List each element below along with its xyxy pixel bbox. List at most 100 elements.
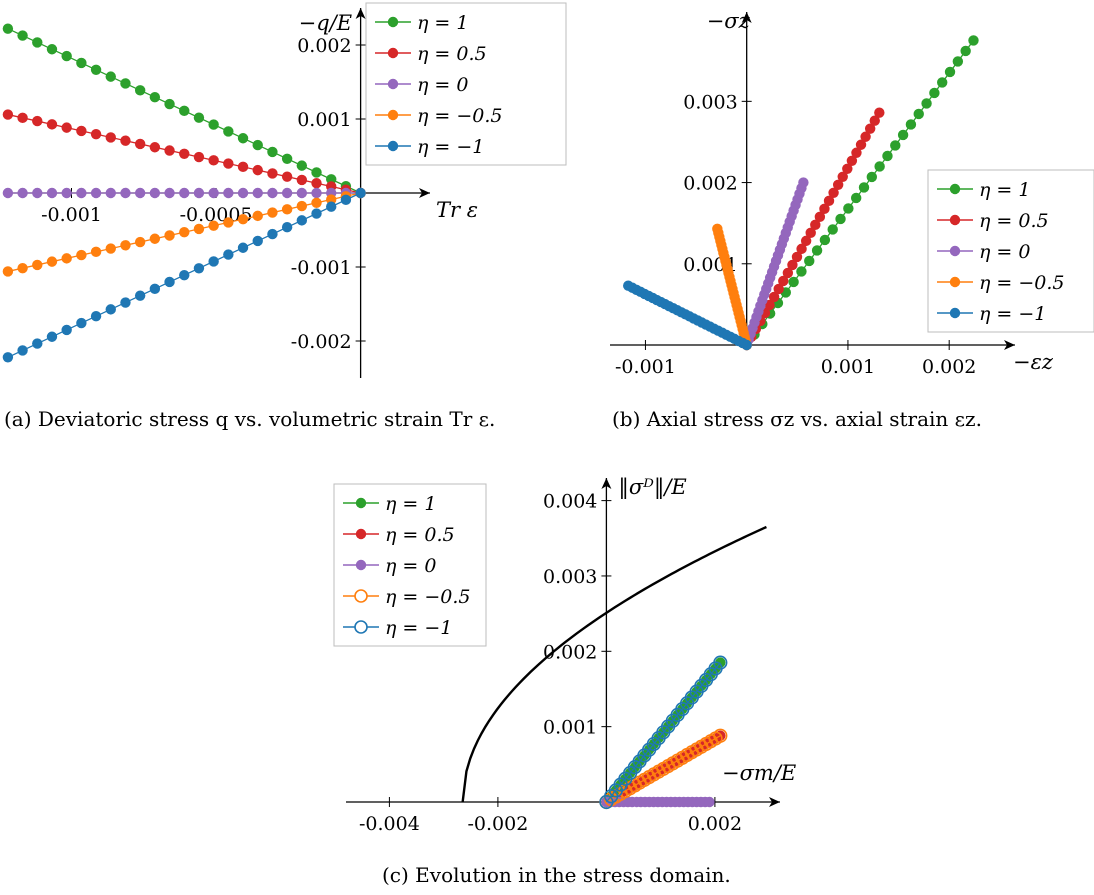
legend-label: η = 1 xyxy=(417,12,468,34)
data-point xyxy=(810,219,821,231)
data-point xyxy=(90,246,102,258)
data-point xyxy=(778,275,789,287)
data-point xyxy=(798,177,809,188)
data-point xyxy=(326,174,337,185)
data-point xyxy=(2,109,14,120)
data-point xyxy=(237,187,249,199)
data-point xyxy=(864,123,876,134)
data-point xyxy=(46,44,58,55)
data-point xyxy=(791,251,803,263)
data-point xyxy=(814,211,826,223)
data-point xyxy=(281,171,293,182)
data-point xyxy=(179,187,190,199)
data-point xyxy=(76,187,87,199)
data-point xyxy=(713,655,728,670)
series-eta_0.5 xyxy=(741,107,885,351)
x-axis-label: Tr ε xyxy=(436,198,478,222)
data-point xyxy=(46,256,58,267)
legend-label: η = −1 xyxy=(417,136,484,158)
data-point xyxy=(120,297,131,308)
legend-label: η = 0.5 xyxy=(979,210,1049,232)
data-point xyxy=(17,30,28,41)
data-point xyxy=(237,161,249,173)
y-tick-label: -0.001 xyxy=(291,257,352,279)
legend-label: η = −1 xyxy=(979,303,1046,325)
data-point xyxy=(105,243,116,254)
data-point xyxy=(76,57,87,69)
caption: (c) Evolution in the stress domain. xyxy=(382,863,731,887)
data-point xyxy=(32,259,43,271)
data-point xyxy=(237,242,249,253)
legend-swatch-marker xyxy=(354,589,368,603)
data-point xyxy=(311,167,322,178)
data-point xyxy=(788,276,799,288)
data-point xyxy=(890,140,901,151)
x-tick-label: -0.004 xyxy=(359,813,420,835)
data-point xyxy=(208,155,219,166)
data-point xyxy=(120,78,131,89)
data-point xyxy=(874,107,885,118)
data-point xyxy=(937,77,948,88)
legend: η = 1 η = 0.5 η = 0 η = −0.5 η = −1 xyxy=(333,483,487,647)
data-point xyxy=(828,187,839,199)
data-point xyxy=(164,276,175,288)
data-point xyxy=(46,331,58,342)
data-point xyxy=(326,194,337,205)
data-point xyxy=(105,132,116,143)
data-point xyxy=(164,187,175,199)
data-point xyxy=(843,203,854,214)
data-point xyxy=(17,262,28,274)
data-point xyxy=(46,187,58,199)
data-point xyxy=(311,197,322,209)
data-point xyxy=(827,224,838,235)
data-point xyxy=(105,187,116,199)
legend: η = 1 η = 0.5 η = 0 η = −0.5 η = −1 xyxy=(365,2,567,166)
data-point xyxy=(311,208,322,219)
y-tick-label: 0.002 xyxy=(683,173,737,195)
x-tick-label: -0.002 xyxy=(467,813,528,835)
legend-swatch-marker xyxy=(355,497,367,509)
data-point xyxy=(149,187,161,199)
y-tick-label: -0.002 xyxy=(291,331,352,353)
data-point xyxy=(76,249,87,261)
y-tick-label: 0.001 xyxy=(543,717,597,739)
data-point xyxy=(193,223,205,235)
legend-swatch-marker xyxy=(949,307,961,319)
data-point xyxy=(267,228,278,240)
data-point xyxy=(120,187,131,199)
data-point xyxy=(61,253,72,264)
data-point xyxy=(61,50,72,62)
data-point xyxy=(960,45,971,57)
data-point xyxy=(90,128,102,140)
data-point xyxy=(252,139,263,151)
data-point xyxy=(252,235,263,247)
data-point xyxy=(76,317,87,329)
data-point xyxy=(179,227,190,238)
data-point xyxy=(835,213,846,225)
data-point xyxy=(851,147,862,158)
data-point xyxy=(120,240,131,251)
data-point xyxy=(2,352,14,363)
data-point xyxy=(713,728,728,743)
legend-swatch-marker xyxy=(949,276,961,288)
y-tick-label: 0.002 xyxy=(297,35,351,57)
legend-swatch-marker xyxy=(949,214,961,226)
legend-label: η = −0.5 xyxy=(417,105,503,127)
data-point xyxy=(32,115,43,127)
series-eta_-1 xyxy=(2,187,366,363)
legend-swatch-marker xyxy=(387,140,399,152)
data-point xyxy=(355,187,366,199)
data-point xyxy=(149,233,161,244)
caption: (b) Axial stress σz vs. axial strain εz. xyxy=(612,407,982,431)
data-point xyxy=(2,266,14,277)
legend-label: η = 0 xyxy=(385,555,436,577)
data-point xyxy=(846,155,858,166)
data-point xyxy=(134,85,146,96)
data-point xyxy=(105,71,116,82)
data-point xyxy=(952,56,964,67)
y-axis-arrow xyxy=(601,478,612,489)
data-point xyxy=(2,23,14,34)
data-point xyxy=(855,139,867,150)
